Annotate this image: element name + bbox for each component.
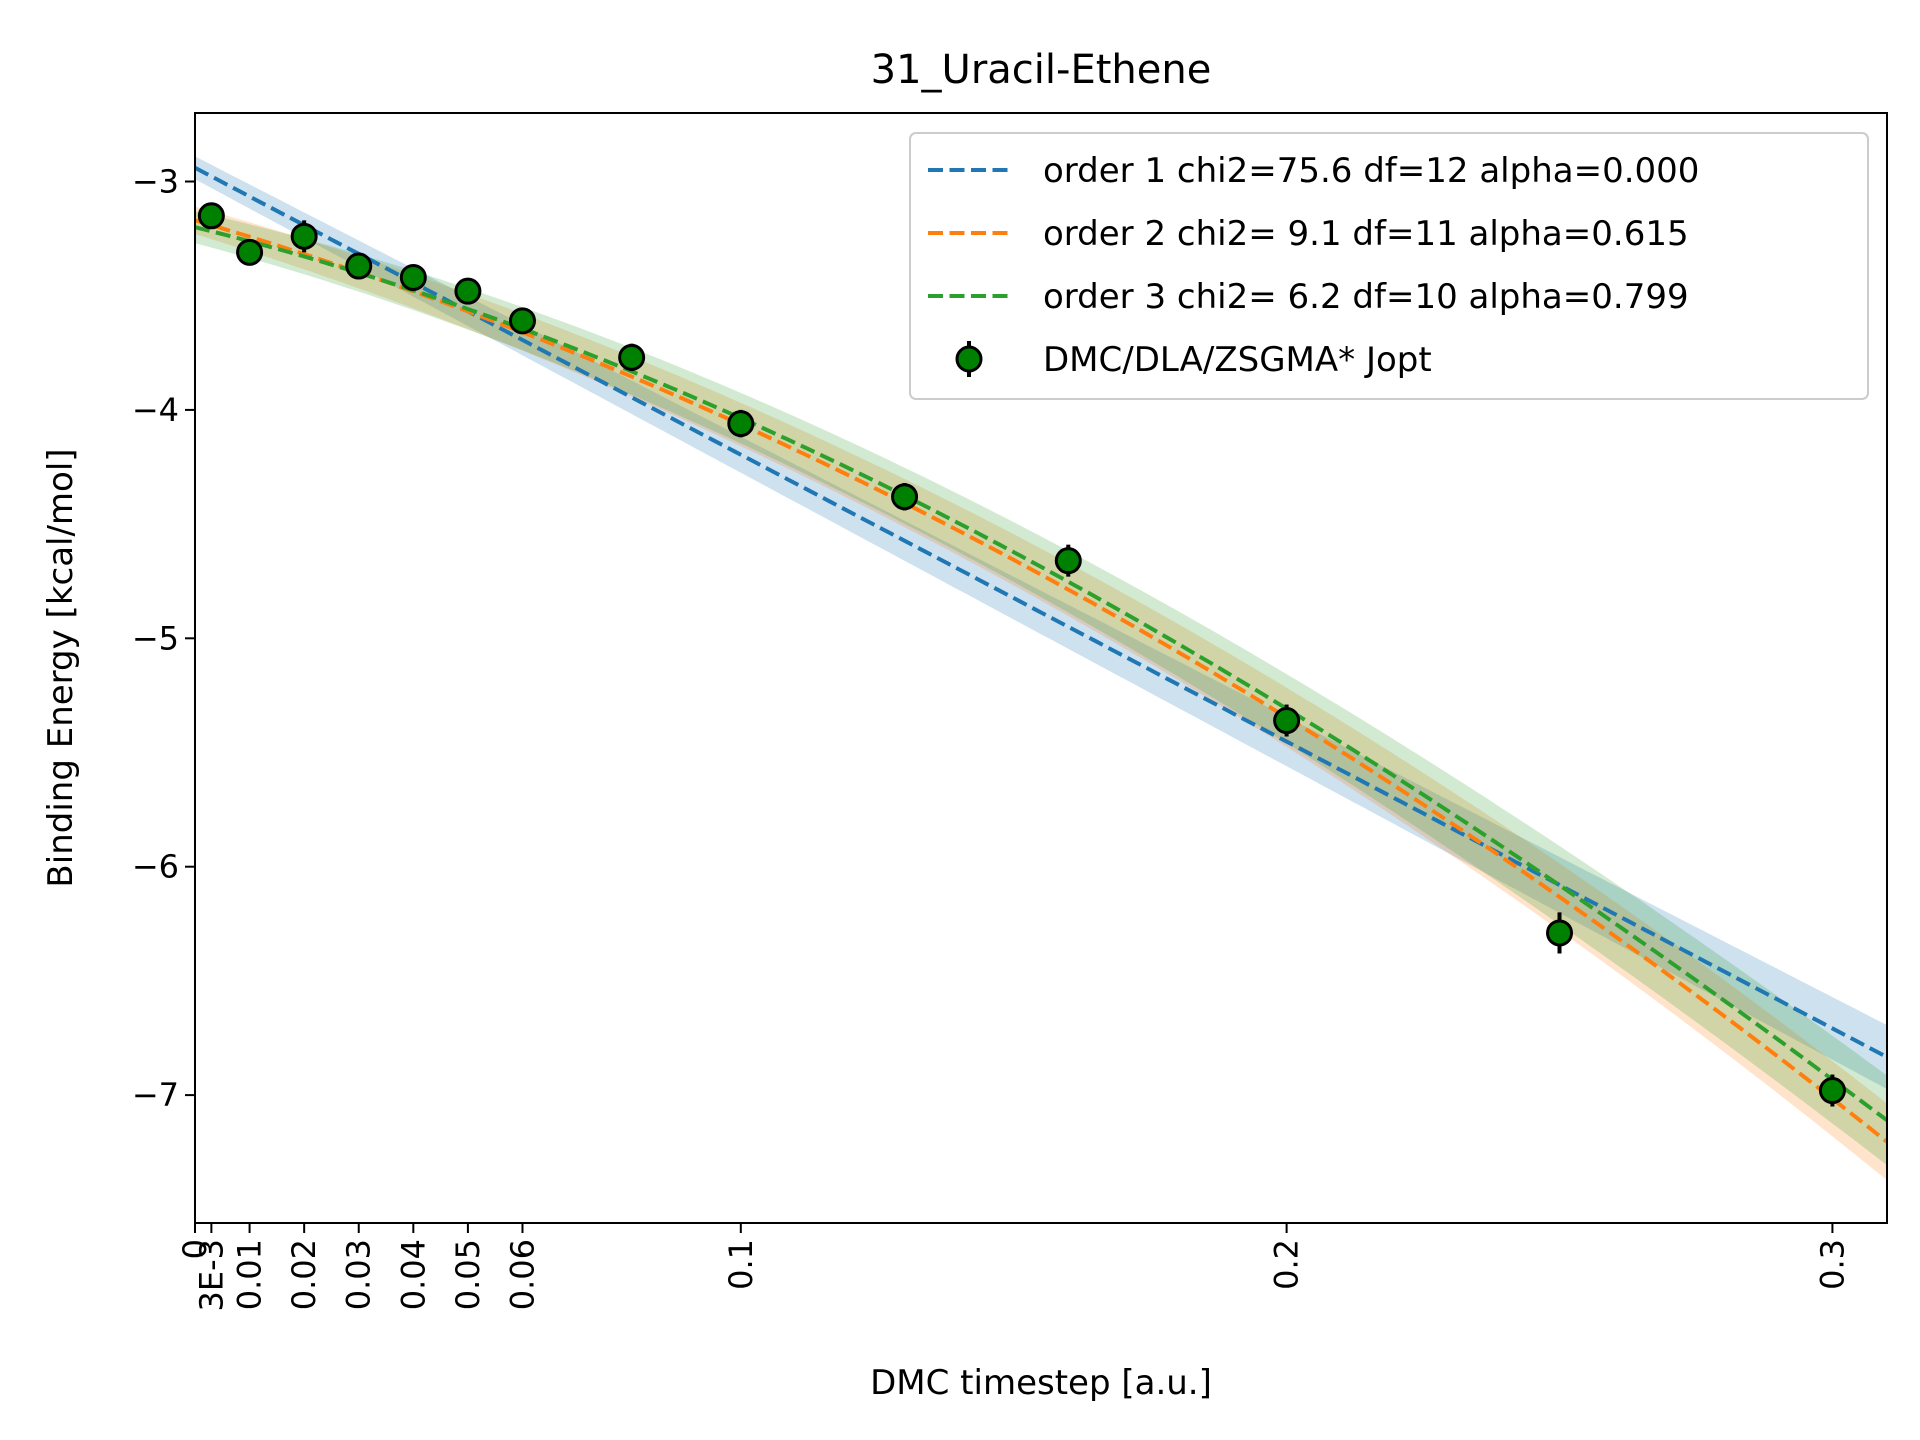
y-axis-ticks: −3 −4 −5 −6 −7 [132, 163, 195, 1114]
y-tick-label: −4 [132, 391, 179, 429]
data-point [236, 238, 264, 266]
fit-line-order-3 [195, 225, 1887, 1122]
y-tick-label: −5 [132, 619, 179, 657]
data-point [290, 222, 318, 250]
legend-swatch-data-point [955, 345, 983, 373]
data-points [197, 202, 1846, 1107]
data-point [727, 410, 755, 438]
x-tick-label: 0.05 [449, 1239, 487, 1310]
data-point [1546, 919, 1574, 947]
x-tick-label: 3E-3 [192, 1239, 230, 1311]
x-tick-label: 0.06 [503, 1239, 541, 1310]
plot-frame [194, 112, 1888, 1224]
y-tick-label: −6 [132, 848, 179, 886]
data-point [1273, 707, 1301, 735]
data-point [454, 277, 482, 305]
x-tick-label: 0.04 [394, 1239, 432, 1310]
chart-title: 31_Uracil-Ethene [871, 47, 1212, 93]
y-tick-label: −3 [132, 163, 179, 201]
data-point [399, 263, 427, 291]
x-tick-label: 0.01 [231, 1239, 269, 1310]
x-tick-label: 0 [176, 1239, 214, 1259]
data-point [891, 483, 919, 511]
x-tick-label: 0.1 [722, 1239, 760, 1290]
y-tick-label: −7 [132, 1076, 179, 1114]
legend-frame [909, 132, 1869, 400]
data-point [508, 307, 536, 335]
legend-label-order-1: order 1 chi2=75.6 df=12 alpha=0.000 [1043, 151, 1699, 191]
x-tick-label: 0.03 [340, 1239, 378, 1310]
x-tick-label: 0.3 [1813, 1239, 1851, 1290]
x-axis-label: DMC timestep [a.u.] [870, 1363, 1212, 1403]
legend: order 1 chi2=75.6 df=12 alpha=0.000 order… [909, 132, 1869, 400]
data-point [197, 202, 225, 230]
x-axis-ticks: 03E-3 0.01 0.02 0.03 0.04 0.05 0.06 0.1 0.2 0.3 [176, 1223, 1851, 1311]
data-point [345, 252, 373, 280]
data-point [1054, 547, 1082, 575]
data-point [618, 343, 646, 371]
x-tick-label: 0.02 [285, 1239, 323, 1310]
legend-label-order-2: order 2 chi2= 9.1 df=11 alpha=0.615 [1043, 214, 1689, 254]
x-tick-label: 0.2 [1268, 1239, 1306, 1290]
legend-label-order-3: order 3 chi2= 6.2 df=10 alpha=0.799 [1043, 277, 1689, 317]
y-axis-label: Binding Energy [kcal/mol] [41, 448, 81, 887]
plot-area [195, 156, 1887, 1181]
data-point [1818, 1077, 1846, 1105]
fit-lines [195, 166, 1887, 1144]
fit-line-order-1 [195, 166, 1887, 1059]
legend-label-data-points: DMC/DLA/ZSGMA* Jopt [1043, 340, 1432, 380]
